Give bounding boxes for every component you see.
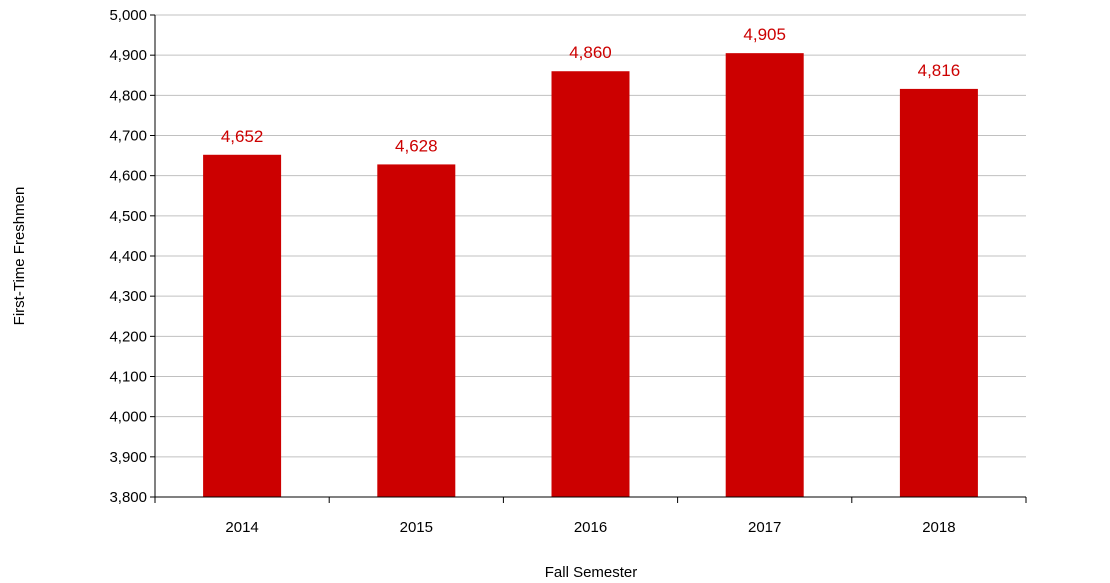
data-label-2017: 4,905 (743, 25, 786, 44)
y-tick-label: 4,300 (109, 288, 147, 305)
y-tick-label: 4,200 (109, 328, 147, 345)
x-tick-label-2016: 2016 (574, 519, 607, 536)
y-tick-label: 4,000 (109, 409, 147, 426)
y-tick-label: 3,800 (109, 489, 147, 506)
y-tick-label: 4,800 (109, 87, 147, 104)
bar-2018 (900, 89, 978, 497)
y-tick-label: 4,400 (109, 248, 147, 265)
y-tick-label: 3,900 (109, 449, 147, 466)
bar-2017 (726, 53, 804, 497)
x-tick-label-2014: 2014 (225, 519, 258, 536)
y-tick-label: 4,600 (109, 168, 147, 185)
bars (203, 53, 978, 497)
y-tick-label: 4,700 (109, 128, 147, 145)
data-label-2016: 4,860 (569, 43, 612, 62)
data-label-2018: 4,816 (918, 61, 961, 80)
y-axis-title: First-Time Freshmen (11, 187, 28, 326)
x-tick-label-2015: 2015 (400, 519, 433, 536)
x-tick-label-2018: 2018 (922, 519, 955, 536)
y-tick-label: 4,500 (109, 208, 147, 225)
data-label-2014: 4,652 (221, 127, 264, 146)
y-tick-labels: 3,800 3,900 4,000 4,100 4,200 4,300 4,400 4,500… (109, 7, 147, 506)
y-tick-label: 4,100 (109, 369, 147, 386)
bar-2014 (203, 155, 281, 497)
y-tick-label: 5,000 (109, 7, 147, 24)
data-label-2015: 4,628 (395, 136, 438, 155)
bar-2016 (552, 71, 630, 497)
y-tick-label: 4,900 (109, 47, 147, 64)
x-tick-labels: 2014 2015 2016 2017 2018 (225, 519, 955, 536)
x-axis-title: Fall Semester (545, 564, 638, 581)
x-tick-label-2017: 2017 (748, 519, 781, 536)
bar-2015 (377, 164, 455, 497)
